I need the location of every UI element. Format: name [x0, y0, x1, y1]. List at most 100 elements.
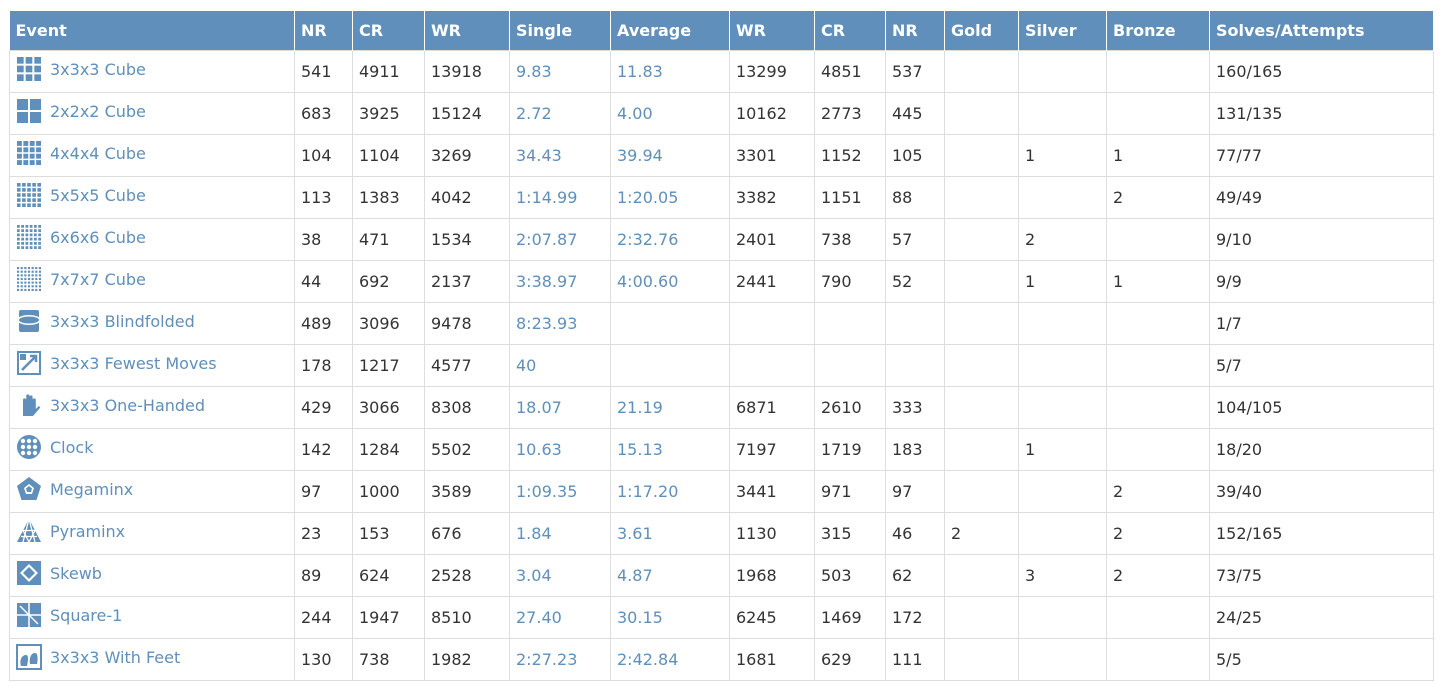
- average-cr-cell: [814, 343, 886, 387]
- fewest-moves-icon: [16, 350, 42, 376]
- average-time-cell[interactable]: 4.87: [610, 553, 730, 597]
- silver-medals-cell: 3: [1018, 553, 1107, 597]
- event-link[interactable]: 3x3x3 With Feet: [16, 644, 180, 670]
- average-time-cell[interactable]: 2:32.76: [610, 217, 730, 261]
- event-link[interactable]: 3x3x3 One-Handed: [16, 392, 205, 418]
- average-nr-cell: 97: [885, 469, 945, 513]
- column-header-average[interactable]: Average: [610, 11, 730, 50]
- column-header-single[interactable]: Single: [509, 11, 611, 50]
- average-time-cell[interactable]: 21.19: [610, 385, 730, 429]
- event-cell: Skewb: [9, 553, 295, 597]
- event-cell: Pyraminx: [9, 511, 295, 555]
- average-wr-cell: 2401: [729, 217, 815, 261]
- average-time-cell[interactable]: 15.13: [610, 427, 730, 471]
- single-nr-cell: 38: [294, 217, 353, 261]
- event-link[interactable]: Clock: [16, 434, 93, 460]
- single-time-cell[interactable]: 3.04: [509, 553, 611, 597]
- solves-attempts-cell: 77/77: [1209, 133, 1434, 177]
- bronze-medals-cell: 2: [1106, 175, 1210, 219]
- single-time-cell[interactable]: 27.40: [509, 595, 611, 639]
- table-row: 3x3x3 Fewest Moves 178 1217 4577 40 5/7: [9, 343, 1434, 387]
- average-wr-cell: 13299: [729, 49, 815, 93]
- single-time-cell[interactable]: 1.84: [509, 511, 611, 555]
- event-link[interactable]: Megaminx: [16, 476, 133, 502]
- event-name: 3x3x3 One-Handed: [50, 395, 206, 415]
- event-link[interactable]: 7x7x7 Cube: [16, 266, 146, 292]
- single-cr-cell: 692: [352, 259, 425, 303]
- column-header-single-wr[interactable]: WR: [424, 11, 510, 50]
- single-time-cell[interactable]: 3:38.97: [509, 259, 611, 303]
- single-wr-cell: 1534: [424, 217, 510, 261]
- single-time-cell[interactable]: 2:27.23: [509, 637, 611, 681]
- single-cr-cell: 1000: [352, 469, 425, 513]
- average-cr-cell: 790: [814, 259, 886, 303]
- single-nr-cell: 130: [294, 637, 353, 681]
- event-link[interactable]: 6x6x6 Cube: [16, 224, 146, 250]
- single-cr-cell: 153: [352, 511, 425, 555]
- single-cr-cell: 624: [352, 553, 425, 597]
- event-link[interactable]: 3x3x3 Cube: [16, 56, 146, 82]
- blindfold-icon: [16, 308, 42, 334]
- single-time-cell[interactable]: 1:14.99: [509, 175, 611, 219]
- column-header-solves-attempts[interactable]: Solves/Attempts: [1209, 11, 1434, 50]
- average-time-cell[interactable]: 39.94: [610, 133, 730, 177]
- average-time-cell[interactable]: 30.15: [610, 595, 730, 639]
- event-link[interactable]: Pyraminx: [16, 518, 125, 544]
- event-link[interactable]: Skewb: [16, 560, 102, 586]
- event-link[interactable]: 5x5x5 Cube: [16, 182, 146, 208]
- single-cr-cell: 4911: [352, 49, 425, 93]
- table-row: 5x5x5 Cube 113 1383 4042 1:14.99 1:20.05 3382…: [9, 175, 1434, 219]
- average-time-cell[interactable]: 4:00.60: [610, 259, 730, 303]
- single-time-cell[interactable]: 18.07: [509, 385, 611, 429]
- average-time-cell[interactable]: [610, 343, 730, 387]
- column-header-average-wr[interactable]: WR: [729, 11, 815, 50]
- single-time-cell[interactable]: 10.63: [509, 427, 611, 471]
- silver-medals-cell: [1018, 49, 1107, 93]
- average-nr-cell: 46: [885, 511, 945, 555]
- event-name: 3x3x3 Fewest Moves: [50, 353, 217, 373]
- bronze-medals-cell: [1106, 217, 1210, 261]
- average-time-cell[interactable]: 3.61: [610, 511, 730, 555]
- cube-3x3-icon: [16, 56, 42, 82]
- column-header-average-cr[interactable]: CR: [814, 11, 886, 50]
- megaminx-icon: [16, 476, 42, 502]
- event-link[interactable]: 3x3x3 Blindfolded: [16, 308, 195, 334]
- event-cell: 3x3x3 Fewest Moves: [9, 343, 295, 387]
- average-time-cell[interactable]: 4.00: [610, 91, 730, 135]
- single-time-cell[interactable]: 34.43: [509, 133, 611, 177]
- single-time-cell[interactable]: 8:23.93: [509, 301, 611, 345]
- gold-medals-cell: [944, 133, 1019, 177]
- event-cell: 5x5x5 Cube: [9, 175, 295, 219]
- solves-attempts-cell: 5/7: [1209, 343, 1434, 387]
- average-time-cell[interactable]: 1:17.20: [610, 469, 730, 513]
- table-row: 2x2x2 Cube 683 3925 15124 2.72 4.00 10162 2773…: [9, 91, 1434, 135]
- event-link[interactable]: Square-1: [16, 602, 122, 628]
- event-link[interactable]: 3x3x3 Fewest Moves: [16, 350, 217, 376]
- column-header-event[interactable]: Event: [9, 11, 295, 50]
- column-header-bronze[interactable]: Bronze: [1106, 11, 1210, 50]
- column-header-average-nr[interactable]: NR: [885, 11, 945, 50]
- single-time-cell[interactable]: 2.72: [509, 91, 611, 135]
- column-header-gold[interactable]: Gold: [944, 11, 1019, 50]
- table-row: 3x3x3 Blindfolded 489 3096 9478 8:23.93 1/7: [9, 301, 1434, 345]
- single-time-cell[interactable]: 2:07.87: [509, 217, 611, 261]
- column-header-single-cr[interactable]: CR: [352, 11, 425, 50]
- average-time-cell[interactable]: 2:42.84: [610, 637, 730, 681]
- silver-medals-cell: [1018, 343, 1107, 387]
- event-link[interactable]: 2x2x2 Cube: [16, 98, 146, 124]
- single-time-cell[interactable]: 1:09.35: [509, 469, 611, 513]
- average-time-cell[interactable]: 11.83: [610, 49, 730, 93]
- column-header-silver[interactable]: Silver: [1018, 11, 1107, 50]
- event-cell: Megaminx: [9, 469, 295, 513]
- average-time-cell[interactable]: [610, 301, 730, 345]
- single-time-cell[interactable]: 40: [509, 343, 611, 387]
- single-wr-cell: 5502: [424, 427, 510, 471]
- solves-attempts-cell: 18/20: [1209, 427, 1434, 471]
- average-time-cell[interactable]: 1:20.05: [610, 175, 730, 219]
- event-link[interactable]: 4x4x4 Cube: [16, 140, 146, 166]
- single-wr-cell: 2137: [424, 259, 510, 303]
- single-time-cell[interactable]: 9.83: [509, 49, 611, 93]
- column-header-single-nr[interactable]: NR: [294, 11, 353, 50]
- cube-2x2-icon: [16, 98, 42, 124]
- gold-medals-cell: [944, 553, 1019, 597]
